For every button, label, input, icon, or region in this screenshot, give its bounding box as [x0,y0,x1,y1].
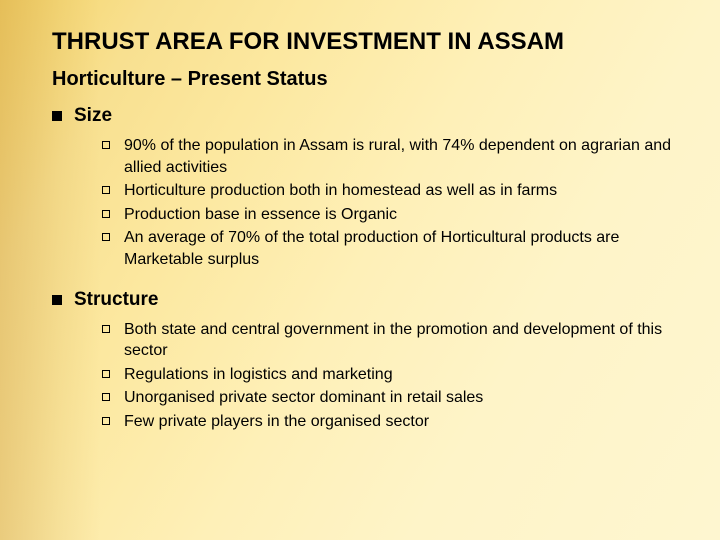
hollow-bullet-icon [102,186,110,194]
list-item: Few private players in the organised sec… [102,411,680,433]
item-text: An average of 70% of the total productio… [124,227,680,270]
slide-subtitle: Horticulture – Present Status [52,68,680,91]
list-item: Both state and central government in the… [102,319,680,362]
slide-title: THRUST AREA FOR INVESTMENT IN ASSAM [52,28,680,56]
item-text: Few private players in the organised sec… [124,411,429,433]
item-text: Production base in essence is Organic [124,204,397,226]
list-item: Regulations in logistics and marketing [102,364,680,386]
hollow-bullet-icon [102,417,110,425]
slide-content: THRUST AREA FOR INVESTMENT IN ASSAM Hort… [0,0,720,471]
list-item: An average of 70% of the total productio… [102,227,680,270]
list-item: Unorganised private sector dominant in r… [102,387,680,409]
hollow-bullet-icon [102,141,110,149]
list-item: Horticulture production both in homestea… [102,180,680,202]
item-text: Regulations in logistics and marketing [124,364,393,386]
list-item: Production base in essence is Organic [102,204,680,226]
section-items-structure: Both state and central government in the… [102,319,680,433]
hollow-bullet-icon [102,393,110,401]
item-text: Horticulture production both in homestea… [124,180,557,202]
item-text: 90% of the population in Assam is rural,… [124,135,680,178]
hollow-bullet-icon [102,233,110,241]
section-header-structure: Structure [52,289,680,311]
item-text: Both state and central government in the… [124,319,680,362]
hollow-bullet-icon [102,325,110,333]
square-bullet-icon [52,111,62,121]
section-items-size: 90% of the population in Assam is rural,… [102,135,680,271]
section-label: Structure [74,289,158,311]
section-label: Size [74,105,112,127]
list-item: 90% of the population in Assam is rural,… [102,135,680,178]
section-header-size: Size [52,105,680,127]
square-bullet-icon [52,295,62,305]
hollow-bullet-icon [102,370,110,378]
item-text: Unorganised private sector dominant in r… [124,387,483,409]
hollow-bullet-icon [102,210,110,218]
